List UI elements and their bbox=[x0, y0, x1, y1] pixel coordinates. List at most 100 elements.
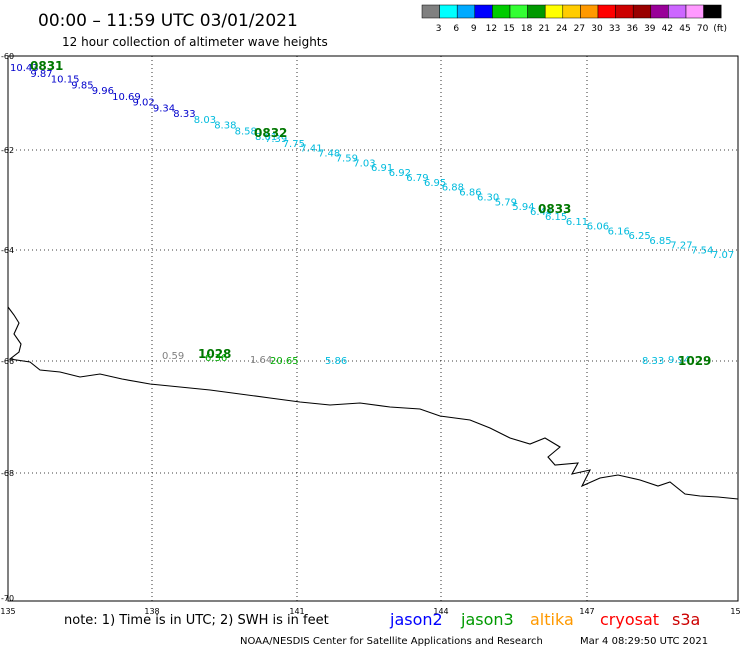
wave-height-value: 6.15 bbox=[545, 212, 567, 223]
wave-height-value: 6.30 bbox=[477, 192, 499, 203]
wave-height-value: 7.41 bbox=[300, 144, 322, 155]
wave-height-value: 8.38 bbox=[214, 121, 236, 132]
wave-height-value: 7.39 bbox=[265, 134, 287, 145]
wave-height-value: 6.44 bbox=[530, 207, 552, 218]
legend-label: (ft) bbox=[713, 24, 727, 34]
wave-height-value: 10.43 bbox=[10, 63, 39, 74]
legend-swatch bbox=[597, 4, 616, 19]
latitude-label: -60 bbox=[1, 52, 14, 61]
legend-label: 42 bbox=[662, 24, 673, 34]
wave-height-value: 6.92 bbox=[389, 168, 411, 179]
wave-height-value: 7.03 bbox=[353, 158, 375, 169]
wave-height-value: 6.06 bbox=[587, 222, 609, 233]
legend-swatch bbox=[668, 4, 687, 19]
wave-height-value: 8.33 bbox=[173, 109, 195, 120]
legend-swatch bbox=[580, 4, 599, 19]
satellite-legend: jason2 jason3 altika cryosat s3a bbox=[389, 610, 700, 629]
legend-swatch bbox=[439, 4, 458, 19]
wave-height-value: 7.07 bbox=[712, 250, 734, 261]
wave-height-value: 6.25 bbox=[629, 231, 651, 242]
wave-height-value: 7.54 bbox=[691, 245, 713, 256]
legend-label: 21 bbox=[538, 24, 549, 34]
timestamp-text: Mar 4 08:29:50 UTC 2021 bbox=[580, 636, 708, 647]
pass-time-label: 1028 bbox=[198, 347, 231, 361]
pass-time-label: 0831 bbox=[30, 59, 63, 73]
latitude-label: -66 bbox=[1, 357, 14, 366]
wave-height-value: 5.94 bbox=[512, 202, 534, 213]
antarctic-coastline bbox=[7, 306, 739, 500]
latitude-label: -64 bbox=[1, 246, 14, 255]
wave-height-value: 5.86 bbox=[325, 356, 347, 367]
wave-height-value: 6.95 bbox=[424, 178, 446, 189]
wave-height-value: 9.94 bbox=[668, 355, 690, 366]
pass-time-label: 0832 bbox=[254, 126, 287, 140]
longitude-label: 141 bbox=[289, 607, 304, 616]
legend-label: 15 bbox=[503, 24, 514, 34]
legend-label: 3 bbox=[436, 24, 442, 34]
wave-height-value: 9.02 bbox=[133, 98, 155, 109]
satellite-altika: altika bbox=[530, 610, 574, 629]
map-title: 00:00 – 11:59 UTC 03/01/2021 bbox=[38, 11, 298, 31]
wave-height-legend: 3 6 9 12 15 18 21 24 27 30 33 36 39 42 45 70 (ft) bbox=[421, 4, 727, 34]
wave-height-value: 6.91 bbox=[371, 163, 393, 174]
legend-label: 24 bbox=[556, 24, 568, 34]
longitude-label: 135 bbox=[0, 607, 15, 616]
wave-height-value: 6.85 bbox=[649, 236, 671, 247]
pass-time-label: 1029 bbox=[678, 354, 711, 368]
legend-label: 30 bbox=[591, 24, 603, 34]
wave-height-value: 7.59 bbox=[336, 154, 358, 165]
legend-swatch bbox=[492, 4, 511, 19]
latitude-label: -62 bbox=[1, 146, 14, 155]
footer-note: note: 1) Time is in UTC; 2) SWH is in fe… bbox=[64, 613, 329, 628]
legend-swatch bbox=[562, 4, 581, 19]
legend-label: 39 bbox=[644, 24, 656, 34]
wave-height-value: 7.48 bbox=[318, 149, 340, 160]
wave-height-value: 7.27 bbox=[670, 241, 692, 252]
wave-height-value: 6.79 bbox=[406, 173, 428, 184]
legend-label: 18 bbox=[521, 24, 533, 34]
wave-height-value: 6.16 bbox=[608, 226, 630, 237]
legend-swatch bbox=[474, 4, 493, 19]
satellite-jason3: jason3 bbox=[460, 610, 514, 629]
wave-height-value: 10.69 bbox=[112, 92, 141, 103]
wave-height-value: 9.85 bbox=[71, 80, 93, 91]
satellite-s3a: s3a bbox=[672, 610, 700, 629]
credit-text: NOAA/NESDIS Center for Satellite Applica… bbox=[240, 636, 543, 647]
wave-height-value: 8.58 bbox=[235, 126, 257, 137]
wave-height-value: 6.86 bbox=[459, 188, 481, 199]
legend-swatch bbox=[509, 4, 528, 19]
latitude-label: -70 bbox=[1, 594, 14, 603]
latitude-label: -68 bbox=[1, 469, 14, 478]
legend-swatch bbox=[650, 4, 669, 19]
map-frame bbox=[7, 55, 739, 602]
legend-label: 45 bbox=[679, 24, 690, 34]
legend-swatch bbox=[456, 4, 476, 19]
longitude-label: 138 bbox=[144, 607, 159, 616]
legend-label: 36 bbox=[626, 24, 638, 34]
legend-label: 6 bbox=[453, 24, 459, 34]
legend-label: 27 bbox=[574, 24, 585, 34]
legend-swatch bbox=[685, 4, 704, 19]
altimeter-tracks: 10.439.8710.159.859.9610.699.029.348.338… bbox=[10, 59, 734, 261]
wave-height-value: 1.64 bbox=[250, 355, 272, 366]
wave-height-value: 6.88 bbox=[442, 183, 464, 194]
legend-swatch bbox=[544, 4, 564, 19]
wave-height-value: 5.79 bbox=[495, 197, 517, 208]
wave-height-value: 9.34 bbox=[153, 103, 175, 114]
longitude-label: 147 bbox=[579, 607, 594, 616]
legend-swatch bbox=[703, 4, 722, 19]
longitude-label: 144 bbox=[433, 607, 448, 616]
legend-swatch bbox=[527, 4, 546, 19]
wave-height-value: 6.36 bbox=[205, 353, 227, 364]
wave-height-value: 10.15 bbox=[51, 75, 80, 86]
wave-height-value: 0.59 bbox=[162, 351, 184, 362]
wave-height-value: 7.75 bbox=[283, 139, 305, 150]
pass-time-label: 0833 bbox=[538, 202, 571, 216]
wave-height-value: 8.03 bbox=[194, 115, 216, 126]
legend-label: 12 bbox=[486, 24, 497, 34]
wave-height-value: 20.65 bbox=[270, 356, 299, 367]
legend-label: 70 bbox=[697, 24, 709, 34]
legend-swatch bbox=[615, 4, 634, 19]
